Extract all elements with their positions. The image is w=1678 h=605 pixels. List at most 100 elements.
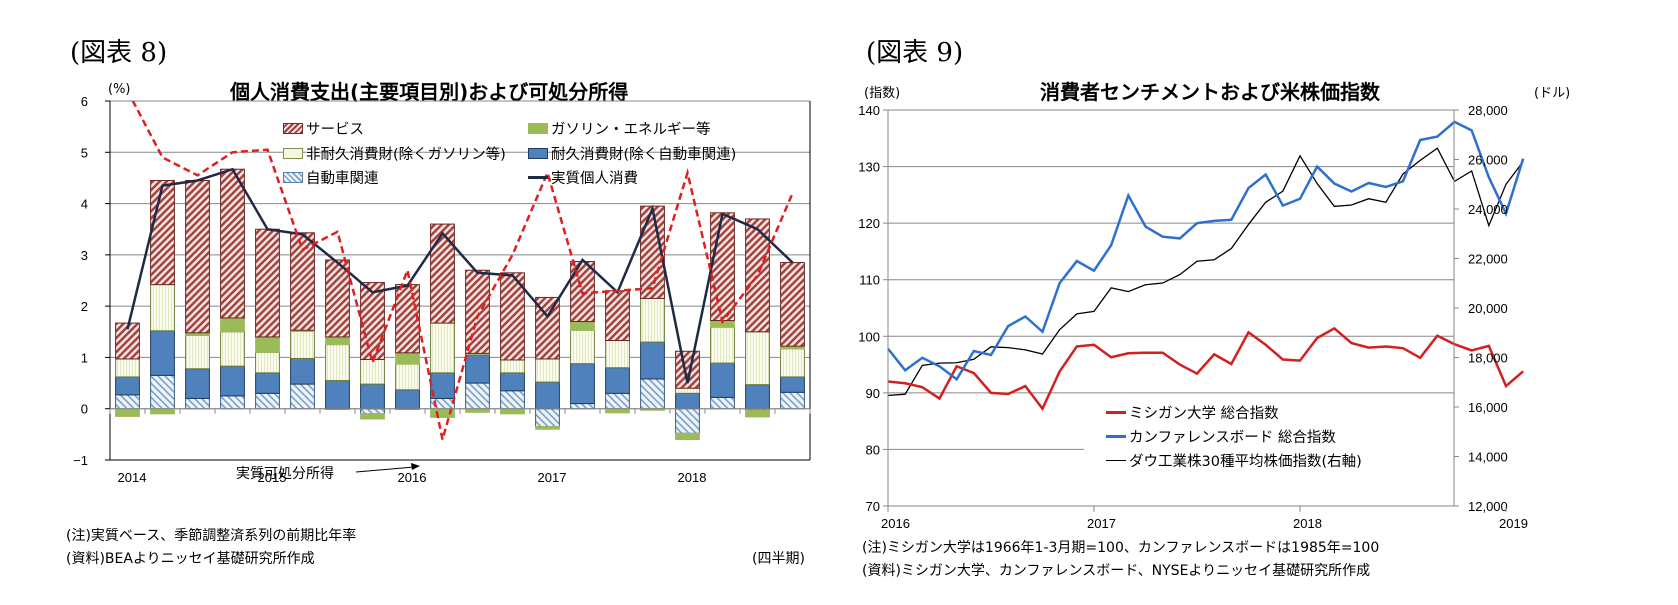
bar-services	[290, 232, 315, 331]
y-tick-label: 5	[81, 145, 88, 160]
bar-gasoline	[360, 413, 385, 420]
figure9-source: (資料)ミシガン大学、カンファレンスボード、NYSEよりニッセイ基礎研究所作成	[862, 563, 1371, 579]
legend-label-auto: 自動車関連	[306, 171, 379, 187]
legend-item-services: サービス	[283, 118, 364, 139]
bar-nondurables	[360, 358, 385, 385]
bar-nondurables	[220, 331, 245, 367]
bar-nondurables	[535, 358, 560, 383]
bar-auto	[605, 392, 630, 410]
y-tick-label: 2	[81, 299, 88, 314]
bar-nondurables	[255, 351, 280, 374]
legend-label-michigan: ミシガン大学 総合指数	[1129, 406, 1279, 422]
bar-services	[675, 350, 700, 389]
figure8-label: (図表 8)	[70, 38, 168, 68]
legend-label-durables: 耐久消費財(除く自動車関連)	[551, 147, 737, 163]
bar-gasoline	[465, 408, 490, 413]
bar-gasoline	[745, 409, 770, 418]
bar-services	[500, 272, 525, 361]
chart9-plot: 70 80 90 100 110 120 130 140 12,000 14,000 16,000 1…	[858, 103, 1528, 531]
bar-gasoline	[115, 408, 140, 417]
bar-services	[745, 218, 770, 333]
bar-gasoline	[605, 408, 630, 414]
y-right-tick-label: 28,000	[1468, 103, 1508, 118]
chart8-bars	[115, 168, 805, 440]
legend-swatch-michigan	[1106, 411, 1126, 414]
bar-services	[430, 223, 455, 324]
legend-item-conference-board: カンファレンスボード 総合指数	[1106, 426, 1336, 447]
figure8-title: 個人消費支出(主要項目別)および可処分所得	[230, 80, 629, 104]
bar-gasoline	[325, 336, 350, 346]
bar-services	[360, 282, 385, 360]
y-right-tick-label: 22,000	[1468, 252, 1508, 267]
annotation-arrowhead	[411, 463, 420, 470]
x-tick-label: 2018	[678, 470, 707, 485]
y-left-tick-label: 110	[859, 273, 880, 288]
bar-durables	[710, 362, 735, 398]
chart8-axes: −1 0 1 2 3 4 5 6 2014 2015 2016 2017 2018	[73, 94, 811, 485]
bar-services	[780, 262, 805, 347]
legend-item-durables: 耐久消費財(除く自動車関連)	[528, 143, 736, 164]
legend-label-services: サービス	[306, 122, 364, 138]
figure8-annotation: 実質可処分所得	[236, 466, 334, 482]
legend-label-nondurables: 非耐久消費財(除くガソリン等)	[306, 147, 506, 163]
chart8-plot: −1 0 1 2 3 4 5 6 2014 2015 2016 2017 2018	[73, 94, 811, 485]
y-left-tick-label: 140	[858, 103, 880, 118]
bar-durables	[325, 380, 350, 410]
figure8-source: (資料)BEAよりニッセイ基礎研究所作成	[66, 551, 315, 567]
bar-durables	[290, 357, 315, 385]
bar-nondurables	[325, 344, 350, 382]
bar-auto	[640, 378, 665, 410]
bar-nondurables	[745, 331, 770, 386]
figure9-y-unit-left: (指数)	[864, 86, 901, 101]
y-right-tick-label: 12,000	[1468, 499, 1508, 514]
bar-auto	[465, 382, 490, 410]
line-real-pce	[126, 167, 794, 384]
legend-item-michigan: ミシガン大学 総合指数	[1106, 402, 1279, 423]
legend-swatch-pce	[528, 176, 548, 179]
legend-label-dow: ダウ工業株30種平均株価指数(右軸)	[1129, 454, 1362, 470]
legend-item-pce: 実質個人消費	[528, 167, 638, 188]
y-right-tick-label: 16,000	[1468, 400, 1508, 415]
bar-nondurables	[115, 358, 140, 378]
bar-services	[535, 296, 560, 360]
bar-gasoline	[150, 408, 175, 415]
figure9-title: 消費者センチメントおよび米株価指数	[1040, 80, 1380, 104]
y-tick-label: 6	[81, 94, 88, 109]
legend-swatch-durables	[528, 148, 548, 159]
bar-services	[185, 179, 210, 334]
bar-durables	[640, 341, 665, 380]
legend-swatch-dow	[1106, 460, 1126, 461]
chart9-gridlines	[888, 109, 1454, 450]
bar-durables	[780, 376, 805, 393]
bar-nondurables	[780, 348, 805, 378]
legend-item-nondurables: 非耐久消費財(除くガソリン等)	[283, 143, 506, 164]
bar-durables	[605, 367, 630, 394]
chart9-lines	[887, 120, 1525, 412]
bar-services	[605, 290, 630, 342]
legend-item-dow: ダウ工業株30種平均株価指数(右軸)	[1106, 450, 1362, 471]
y-right-tick-label: 18,000	[1468, 351, 1508, 366]
bar-gasoline	[500, 408, 525, 415]
legend-swatch-nondurables	[283, 148, 303, 159]
bar-nondurables	[430, 322, 455, 374]
y-right-tick-label: 14,000	[1468, 450, 1508, 465]
bar-gasoline	[570, 321, 595, 331]
bar-durables	[185, 368, 210, 399]
line-michigan	[887, 326, 1524, 412]
bar-nondurables	[290, 330, 315, 359]
legend-label-conference-board: カンファレンスボード 総合指数	[1129, 430, 1336, 446]
bar-gasoline	[675, 432, 700, 440]
x-tick-label: 2017	[538, 470, 567, 485]
bar-gasoline	[395, 352, 420, 365]
bar-durables	[395, 389, 420, 410]
bar-durables	[675, 392, 700, 410]
x-tick-label: 2019	[1499, 516, 1528, 531]
x-tick-label: 2017	[1087, 516, 1116, 531]
bar-durables	[465, 354, 490, 384]
bar-services	[710, 212, 735, 322]
bar-services	[150, 179, 175, 286]
bar-durables	[745, 384, 770, 410]
bar-nondurables	[640, 297, 665, 343]
line-dow	[887, 147, 1524, 397]
bar-auto	[290, 383, 315, 410]
